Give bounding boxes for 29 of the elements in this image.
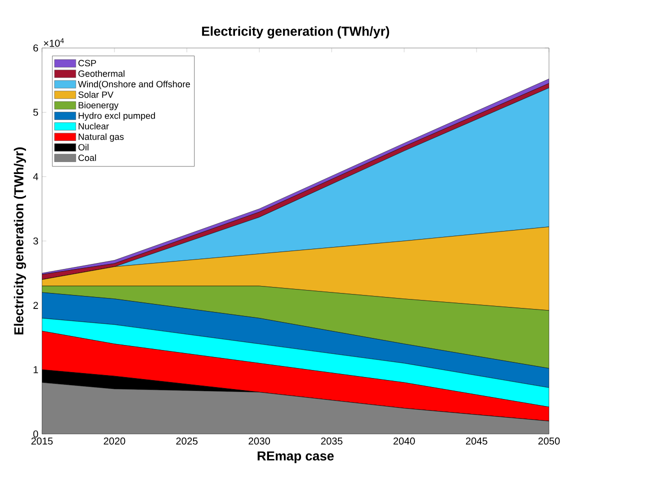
legend-label: Solar PV — [78, 91, 114, 98]
y-tick-label: 5 — [33, 108, 38, 116]
x-tick-label: 2025 — [176, 438, 198, 445]
y-tick-label: 3 — [33, 237, 38, 245]
x-tick-label: 2020 — [104, 438, 126, 445]
legend-label: Bioenergy — [78, 102, 118, 110]
legend-label: Hydro excl pumped — [78, 112, 155, 121]
legend-label: Geothermal — [78, 70, 124, 77]
legend-label: Wind(Onshore and Offshore — [78, 80, 190, 90]
y-tick-label: 4 — [33, 173, 38, 180]
y-tick-label: 2 — [33, 302, 38, 309]
legend-label: Natural gas — [78, 133, 124, 142]
x-tick-label: 2050 — [538, 438, 560, 445]
legend-label: Coal — [78, 154, 96, 161]
legend-label: Oil — [78, 144, 88, 150]
y-tick-label: 6 — [33, 44, 38, 52]
x-tick-label: 2045 — [466, 438, 488, 445]
text: ×10$^{4}$ — [44, 38, 64, 47]
chart-title: Electricity generation (TWh/yr) — [202, 26, 390, 38]
y-tick-label: 1 — [34, 366, 38, 374]
legend-label: Nuclear — [78, 122, 109, 130]
x-tick-label: 2035 — [321, 438, 342, 445]
x-tick-label: 2030 — [248, 438, 270, 445]
x-tick-label: 2040 — [394, 438, 415, 445]
x-tick-label: 2015 — [31, 438, 53, 445]
y-tick-label: 0 — [33, 430, 38, 438]
y-axis-title: Electricity generation (TWh/yr) — [14, 147, 26, 334]
x-axis-title: REmap case — [258, 451, 334, 464]
legend-label: CSP — [78, 60, 96, 66]
